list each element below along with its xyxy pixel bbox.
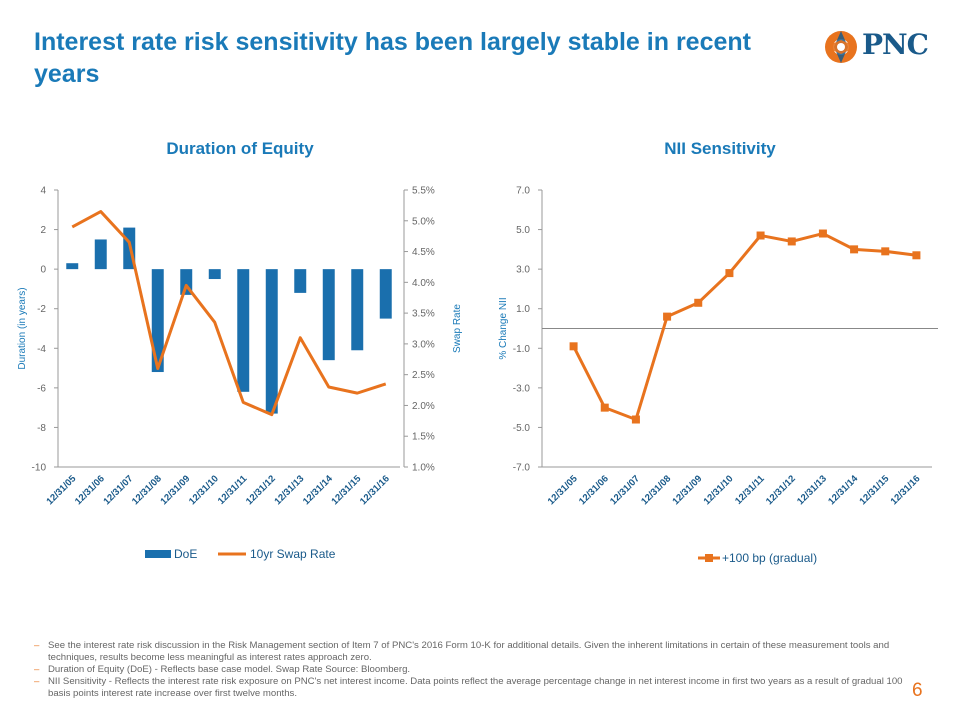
x-tick-label: 12/31/11 <box>733 473 767 507</box>
x-tick-label: 12/31/08 <box>639 473 673 507</box>
nii-point-marker <box>600 403 609 412</box>
nii-point-marker <box>756 231 765 240</box>
nii-point-marker <box>694 298 703 307</box>
pnc-logo: PNC <box>822 26 932 66</box>
y-tick-label: 3.0 <box>516 265 530 276</box>
nii-point-marker <box>881 247 890 256</box>
y-axis-label: % Change NII <box>498 297 509 359</box>
nii-point-marker <box>569 342 578 351</box>
x-tick-label: 12/31/09 <box>670 473 704 507</box>
x-tick-label: 12/31/05 <box>44 473 78 507</box>
footnotes: See the interest rate risk discussion in… <box>34 640 914 700</box>
nii-point-marker <box>663 312 672 321</box>
x-tick-label: 12/31/06 <box>577 473 611 507</box>
y-tick-label: 2 <box>40 225 46 236</box>
footnote-item: NII Sensitivity - Reflects the interest … <box>34 676 914 700</box>
y-tick-label: 0 <box>40 265 46 276</box>
x-tick-label: 12/31/10 <box>187 473 221 507</box>
x-tick-label: 12/31/16 <box>889 473 923 507</box>
legend-swap-label: 10yr Swap Rate <box>250 547 336 561</box>
y2-tick-label: 3.5% <box>412 309 435 320</box>
y2-tick-label: 5.5% <box>412 186 435 197</box>
y-tick-label: 4 <box>40 186 46 197</box>
x-tick-label: 12/31/14 <box>301 473 335 507</box>
y-tick-label: -5.0 <box>513 423 531 434</box>
x-tick-label: 12/31/08 <box>130 473 164 507</box>
nii-point-marker <box>818 229 827 238</box>
y2-tick-label: 4.5% <box>412 247 435 258</box>
y2-tick-label: 4.0% <box>412 278 435 289</box>
doe-bar <box>322 269 335 361</box>
doe-bar <box>94 239 107 270</box>
x-tick-label: 12/31/06 <box>73 473 107 507</box>
page-number: 6 <box>912 680 923 701</box>
doe-bar <box>351 269 364 351</box>
legend-nii-marker <box>705 554 713 562</box>
nii-sensitivity-chart: 7.0 5.0 3.0 1.0 -1.0 -3.0 -5.0 -7.0 % Change NII… <box>498 186 938 565</box>
y2-axis-label: Swap Rate <box>452 304 463 353</box>
y-tick-label: -2 <box>37 304 46 315</box>
x-tick-label: 12/31/13 <box>272 473 306 507</box>
legend-doe-swatch <box>145 550 171 558</box>
legend-nii-label: +100 bp (gradual) <box>722 551 817 565</box>
x-tick-label: 12/31/07 <box>101 473 135 507</box>
swap-rate-line <box>71 210 387 417</box>
pnc-logo-icon <box>825 31 857 63</box>
y-tick-label: 7.0 <box>516 186 530 197</box>
footnote-item: Duration of Equity (DoE) - Reflects base… <box>34 664 914 676</box>
doe-bar <box>265 269 278 414</box>
x-tick-label: 12/31/10 <box>702 473 736 507</box>
y-tick-label: 1.0 <box>516 304 530 315</box>
y-tick-label: -4 <box>37 344 46 355</box>
duration-chart-title: Duration of Equity <box>166 139 314 158</box>
y2-tick-label: 2.5% <box>412 370 435 381</box>
doe-bar <box>379 269 392 319</box>
y-tick-label: 5.0 <box>516 225 530 236</box>
legend-doe-label: DoE <box>174 547 197 561</box>
x-tick-label: 12/31/15 <box>857 473 891 507</box>
x-tick-label: 12/31/15 <box>329 473 363 507</box>
nii-point-marker <box>850 245 859 254</box>
y2-tick-label: 2.0% <box>412 401 435 412</box>
nii-point-marker <box>631 415 640 424</box>
footnote-item: See the interest rate risk discussion in… <box>34 640 914 664</box>
y-tick-label: -8 <box>37 423 46 434</box>
y-tick-label: -3.0 <box>513 383 531 394</box>
x-tick-label: 12/31/12 <box>764 473 798 507</box>
y2-tick-label: 3.0% <box>412 339 435 350</box>
x-tick-label: 12/31/11 <box>216 473 250 507</box>
nii-chart-title: NII Sensitivity <box>664 139 776 158</box>
y-tick-label: -1.0 <box>513 344 531 355</box>
y2-tick-label: 5.0% <box>412 216 435 227</box>
y-tick-label: -6 <box>37 383 46 394</box>
x-tick-label: 12/31/07 <box>608 473 642 507</box>
x-tick-label: 12/31/05 <box>546 473 580 507</box>
y2-tick-label: 1.5% <box>412 432 435 443</box>
nii-point-marker <box>912 251 921 260</box>
y-axis-label: Duration (in years) <box>17 287 28 369</box>
nii-point-marker <box>725 269 734 278</box>
nii-line <box>572 232 917 422</box>
x-tick-label: 12/31/14 <box>826 473 860 507</box>
doe-bar <box>294 269 307 293</box>
x-tick-label: 12/31/16 <box>358 473 392 507</box>
doe-bar <box>237 269 250 392</box>
page-title: Interest rate risk sensitivity has been … <box>34 28 751 88</box>
x-tick-label: 12/31/13 <box>795 473 829 507</box>
doe-bar <box>66 263 79 270</box>
x-tick-label: 12/31/09 <box>158 473 192 507</box>
x-tick-label: 12/31/12 <box>244 473 278 507</box>
pnc-logo-text: PNC <box>862 28 929 61</box>
y2-tick-label: 1.0% <box>412 463 435 474</box>
y-tick-label: -10 <box>32 463 47 474</box>
doe-bar <box>208 269 221 280</box>
doe-bar <box>180 269 193 295</box>
y-tick-label: -7.0 <box>513 463 531 474</box>
nii-point-marker <box>787 237 796 246</box>
duration-of-equity-chart: 4 2 0 -2 -4 -6 -8 -10 5.5% 5.0% 4.5% 4.0% 3.5% 3.0% 2.… <box>17 186 463 562</box>
doe-bar <box>151 269 164 373</box>
